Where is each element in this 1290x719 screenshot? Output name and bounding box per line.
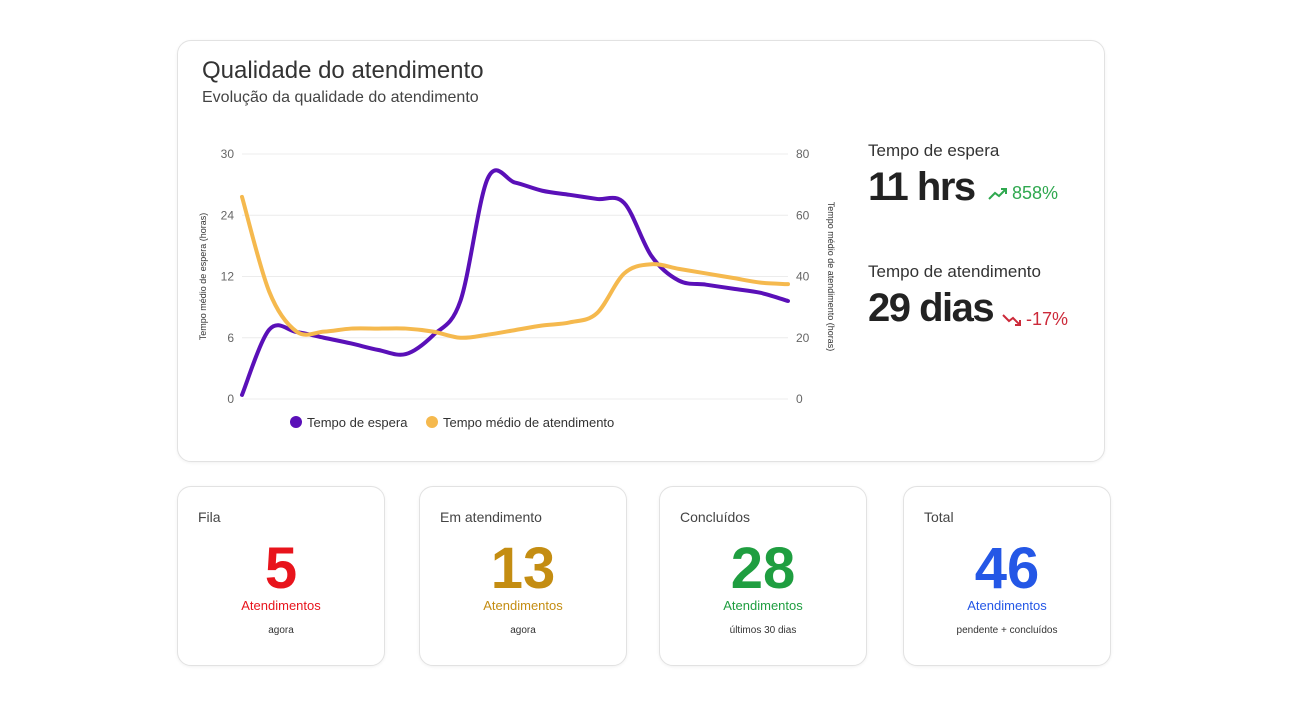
legend-label: Tempo médio de atendimento — [443, 415, 614, 430]
right-tick-label: 40 — [796, 270, 810, 284]
stat-card-total: Total 46 Atendimentos pendente + concluí… — [903, 486, 1111, 666]
right-tick-label: 80 — [796, 147, 810, 161]
service-time-change: -17% — [1002, 309, 1068, 330]
left-tick-label: 0 — [227, 392, 234, 406]
stat-unit: Atendimentos — [723, 598, 803, 613]
stat-number: 46 — [974, 536, 1040, 601]
stat-unit: Atendimentos — [241, 598, 321, 613]
stat-number: 5 — [264, 536, 298, 601]
stat-number: 13 — [490, 536, 556, 601]
quality-line-chart: 0 0 6 20 12 40 24 60 30 80 Tempo médio de espera (… — [198, 147, 836, 430]
legend-label: Tempo de espera — [307, 415, 408, 430]
right-tick-label: 20 — [796, 331, 810, 345]
panel-subtitle: Evolução da qualidade do atendimento — [202, 89, 479, 106]
service-time-label: Tempo de atendimento — [868, 262, 1041, 281]
wait-time-value: 11 hrs — [868, 165, 976, 209]
stat-number: 28 — [730, 536, 796, 601]
quality-panel: Qualidade do atendimento Evolução da qua… — [177, 40, 1105, 462]
stat-note: pendente + concluídos — [956, 625, 1058, 636]
trend-up-icon — [988, 187, 1007, 200]
wait-time-change: 858% — [988, 183, 1058, 204]
stat-note: últimos 30 dias — [729, 625, 797, 636]
left-tick-label: 6 — [227, 331, 234, 345]
wait-time-change-value: 858% — [1012, 183, 1059, 203]
stat-unit: Atendimentos — [483, 598, 563, 613]
stat-card-in-service: Em atendimento 13 Atendimentos agora — [419, 486, 627, 666]
series-line-wait-time — [240, 168, 790, 397]
panel-title: Qualidade do atendimento — [202, 57, 484, 84]
service-time-value: 29 dias — [868, 286, 995, 330]
legend-marker — [290, 416, 302, 428]
left-tick-label: 24 — [221, 208, 235, 222]
series-line-service-time — [240, 194, 790, 340]
stat-label: Fila — [198, 509, 221, 525]
stat-label: Concluídos — [680, 509, 751, 525]
right-axis-label: Tempo médio de atendimento (horas) — [826, 202, 836, 352]
stat-unit: Atendimentos — [967, 598, 1047, 613]
stat-label: Total — [924, 509, 954, 525]
stat-card-queue: Fila 5 Atendimentos agora — [177, 486, 385, 666]
stat-card-completed: Concluídos 28 Atendimentos últimos 30 di… — [659, 486, 867, 666]
right-tick-label: 60 — [796, 208, 810, 222]
left-tick-label: 30 — [221, 147, 235, 161]
left-tick-label: 12 — [221, 270, 235, 284]
legend-marker — [426, 416, 438, 428]
right-tick-label: 0 — [796, 392, 803, 406]
wait-time-label: Tempo de espera — [868, 141, 1000, 160]
stat-note: agora — [510, 625, 536, 636]
stat-label: Em atendimento — [440, 509, 542, 525]
left-axis-label: Tempo médio de espera (horas) — [198, 213, 208, 341]
trend-down-icon — [1002, 313, 1021, 326]
service-time-change-value: -17% — [1026, 309, 1069, 329]
stat-note: agora — [268, 625, 294, 636]
